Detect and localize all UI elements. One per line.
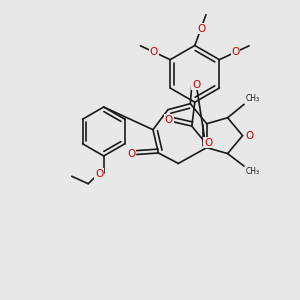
Text: O: O	[232, 46, 240, 56]
Text: O: O	[95, 169, 103, 179]
Text: O: O	[204, 137, 212, 148]
Text: O: O	[192, 80, 200, 90]
Text: O: O	[165, 115, 173, 125]
Text: CH₃: CH₃	[246, 167, 260, 176]
Text: O: O	[150, 46, 158, 56]
Text: O: O	[197, 24, 206, 34]
Text: O: O	[245, 131, 253, 141]
Text: O: O	[128, 149, 136, 160]
Text: CH₃: CH₃	[246, 94, 260, 103]
